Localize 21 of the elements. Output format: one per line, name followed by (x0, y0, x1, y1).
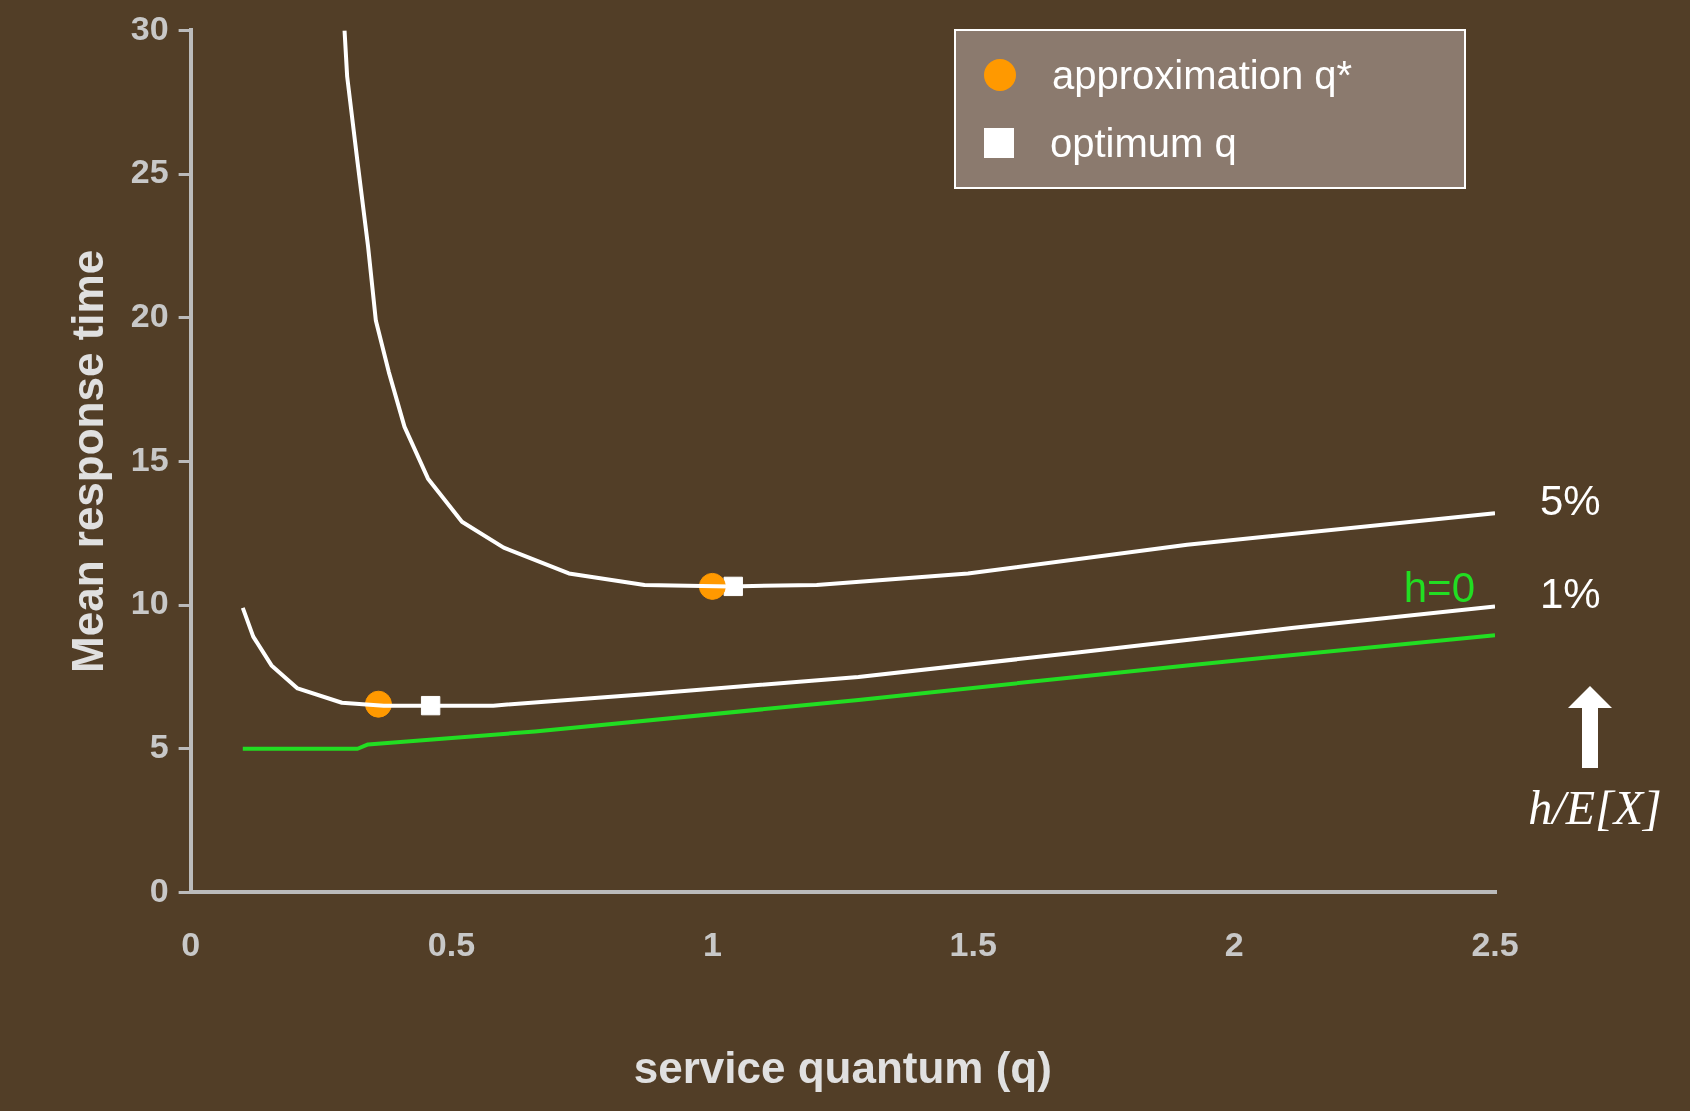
x-tick-label: 0.5 (427, 925, 476, 964)
series-label: h=0 (1403, 563, 1475, 611)
y-tick-label: 5 (149, 727, 169, 766)
x-tick-label: 1.5 (949, 925, 997, 964)
legend-label: approximation q* (1052, 52, 1353, 98)
y-tick-label: 20 (130, 296, 169, 335)
series-label: 1% (1540, 570, 1601, 618)
y-tick-label: 25 (130, 152, 169, 191)
x-tick-label: 2 (1224, 925, 1244, 964)
x-tick-label: 2.5 (1471, 925, 1519, 964)
y-tick-label: 10 (130, 583, 169, 622)
text: h/E[X] (1527, 780, 1663, 835)
y-tick-label: 15 (130, 439, 169, 478)
x-axis-title: service quantum (q) (633, 1042, 1052, 1092)
y-tick-label: 30 (130, 8, 169, 47)
legend-label: optimum q (1050, 120, 1237, 166)
y-tick-label: 0 (149, 870, 169, 909)
x-tick-label: 1 (702, 925, 722, 964)
series-label: 5% (1540, 476, 1601, 524)
y-axis-title: Mean response time (62, 249, 112, 673)
x-tick-label: 0 (181, 925, 201, 964)
